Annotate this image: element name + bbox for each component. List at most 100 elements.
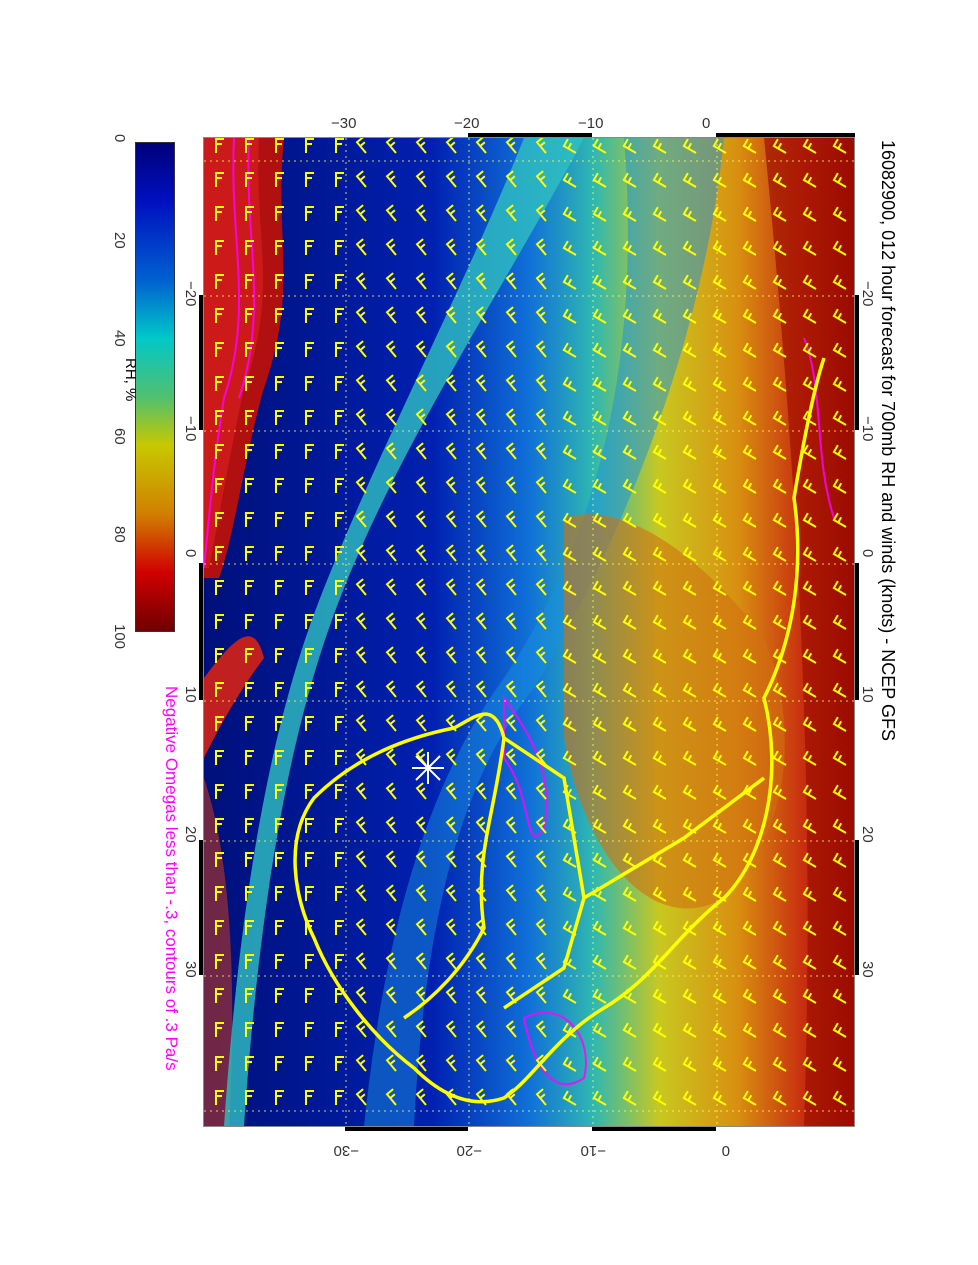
wind-barb <box>415 782 427 800</box>
wind-barb <box>245 716 254 731</box>
wind-barb <box>802 920 817 936</box>
wind-barb <box>385 816 397 834</box>
wind-barb <box>245 682 254 697</box>
wind-barb <box>535 952 547 970</box>
wind-barb <box>335 1022 344 1037</box>
wind-barb <box>275 614 284 629</box>
wind-barb <box>215 920 224 935</box>
wind-barb <box>215 852 224 867</box>
wind-barb <box>592 852 607 868</box>
wind-barb <box>742 376 757 392</box>
wind-barb <box>652 478 667 494</box>
wind-barb <box>772 410 787 426</box>
wind-barb <box>652 920 667 936</box>
wind-barb <box>742 1022 757 1038</box>
wind-barb <box>505 748 517 766</box>
wind-barb <box>712 716 727 732</box>
wind-barb <box>445 170 457 188</box>
wind-barb <box>622 580 637 596</box>
wind-barb <box>682 274 697 290</box>
wind-barb <box>535 204 547 222</box>
wind-barb <box>245 1056 254 1071</box>
wind-barb <box>245 784 254 799</box>
wind-barb <box>245 886 254 901</box>
wind-barb <box>415 578 427 596</box>
wind-barb <box>742 274 757 290</box>
wind-barb <box>385 136 397 154</box>
wind-barb <box>215 172 224 187</box>
wind-barb <box>562 444 577 460</box>
wind-barb <box>832 580 847 596</box>
wind-barb <box>562 240 577 256</box>
wind-barb <box>802 1056 817 1072</box>
wind-barb <box>505 578 517 596</box>
wind-barb <box>445 986 457 1004</box>
wind-barb <box>652 784 667 800</box>
wind-barb <box>245 376 254 391</box>
wind-barb <box>355 170 367 188</box>
wind-barb <box>385 238 397 256</box>
wind-barb <box>335 206 344 221</box>
wind-barb <box>385 1054 397 1072</box>
wind-barb <box>445 340 457 358</box>
wind-barb <box>245 988 254 1003</box>
wind-barb <box>535 816 547 834</box>
wind-barb <box>772 750 787 766</box>
wind-barb <box>535 714 547 732</box>
wind-barb <box>742 886 757 902</box>
wind-barb <box>562 1056 577 1072</box>
wind-barb <box>505 544 517 562</box>
wind-barb <box>535 1054 547 1072</box>
wind-barb <box>355 1088 367 1106</box>
wind-barb <box>475 476 487 494</box>
wind-barb <box>712 682 727 698</box>
wind-barb <box>275 920 284 935</box>
wind-barb <box>445 952 457 970</box>
wind-barb <box>335 682 344 697</box>
wind-barb <box>335 614 344 629</box>
wind-barb <box>445 884 457 902</box>
wind-barb <box>592 308 607 324</box>
wind-barb <box>592 1090 607 1106</box>
wind-barb <box>475 408 487 426</box>
wind-barb <box>592 954 607 970</box>
wind-barb <box>275 274 284 289</box>
wind-barb <box>742 172 757 188</box>
wind-barb <box>772 376 787 392</box>
wind-barb <box>712 342 727 358</box>
wind-barb <box>652 1056 667 1072</box>
wind-barb <box>562 342 577 358</box>
wind-barb <box>445 272 457 290</box>
wind-barb <box>652 342 667 358</box>
wind-barb <box>682 580 697 596</box>
wind-barb <box>475 238 487 256</box>
wind-barb <box>535 476 547 494</box>
wind-barb <box>682 988 697 1004</box>
wind-barb <box>562 206 577 222</box>
wind-barb <box>475 170 487 188</box>
wind-barb <box>215 308 224 323</box>
axis-tick-label: 0 <box>182 549 199 558</box>
wind-barb <box>652 410 667 426</box>
wind-barb <box>385 476 397 494</box>
wind-barb <box>245 512 254 527</box>
wind-barb <box>335 138 344 153</box>
wind-barb <box>712 512 727 528</box>
wind-barb <box>355 884 367 902</box>
wind-barb <box>772 308 787 324</box>
wind-barb <box>535 1088 547 1106</box>
wind-barb <box>505 1054 517 1072</box>
wind-barb <box>335 546 344 561</box>
wind-barb <box>415 646 427 664</box>
wind-barb <box>742 206 757 222</box>
wind-barb <box>245 1090 254 1105</box>
wind-barb <box>305 512 314 527</box>
wind-barb <box>535 748 547 766</box>
wind-barb <box>682 614 697 630</box>
wind-barb <box>712 988 727 1004</box>
wind-barb <box>562 546 577 562</box>
wind-barb <box>275 478 284 493</box>
wind-barb <box>562 784 577 800</box>
wind-barb <box>475 918 487 936</box>
wind-barb <box>622 274 637 290</box>
